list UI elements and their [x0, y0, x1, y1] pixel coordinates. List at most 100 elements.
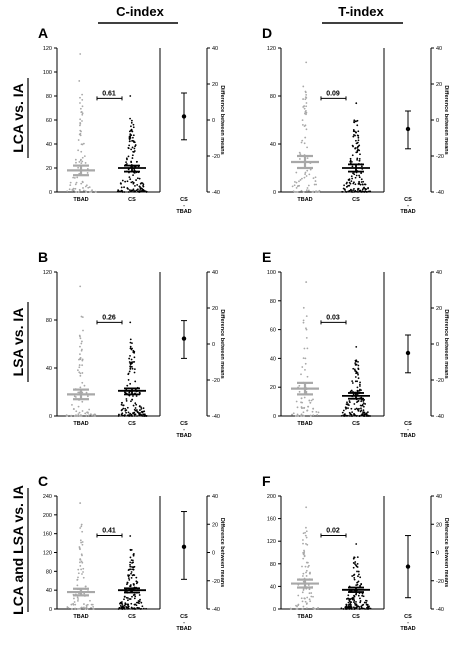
- data-point: [347, 605, 350, 607]
- data-point: [79, 415, 82, 417]
- data-point: [307, 405, 310, 408]
- data-point: [120, 189, 123, 192]
- data-point: [139, 182, 142, 185]
- data-point: [363, 601, 366, 604]
- data-point: [133, 169, 136, 172]
- difference-category-label: -: [407, 620, 409, 626]
- data-point: [135, 576, 138, 579]
- data-point: [81, 358, 84, 361]
- data-point: [77, 572, 80, 575]
- data-point: [79, 527, 82, 529]
- data-point: [130, 128, 133, 131]
- data-point: [135, 580, 138, 583]
- data-point: [362, 595, 365, 598]
- data-point: [300, 373, 302, 376]
- data-point: [83, 603, 85, 605]
- data-point: [355, 345, 358, 348]
- data-point: [121, 179, 124, 182]
- data-point: [302, 411, 305, 414]
- data-point: [78, 371, 81, 374]
- data-point: [304, 98, 307, 101]
- y-tick-label: 120: [43, 46, 52, 52]
- data-point: [358, 159, 361, 162]
- y2-tick-label: 0: [212, 551, 215, 557]
- data-point: [350, 604, 352, 606]
- y-tick-label: 0: [273, 607, 276, 613]
- data-point: [126, 581, 129, 584]
- data-point: [360, 607, 363, 610]
- y2-tick-label: 20: [212, 522, 218, 528]
- data-point: [131, 367, 134, 370]
- data-point: [124, 603, 127, 606]
- data-point: [302, 319, 305, 322]
- data-point: [91, 189, 93, 192]
- data-point: [348, 600, 351, 603]
- data-point: [315, 183, 318, 186]
- data-point: [302, 605, 305, 608]
- data-point: [88, 408, 91, 411]
- data-point: [357, 575, 359, 578]
- data-point: [133, 415, 136, 417]
- data-point: [87, 414, 90, 417]
- data-point: [129, 338, 132, 341]
- data-point: [128, 361, 131, 363]
- data-point: [356, 386, 359, 389]
- data-point: [137, 601, 140, 604]
- difference-point: [181, 544, 187, 550]
- difference-category-label: -: [407, 203, 409, 209]
- data-point: [357, 148, 359, 151]
- panel-C: C 0 40 80 120 160 200 240 -40 -20 0 20 40 Difference …: [38, 473, 225, 632]
- data-point: [79, 502, 82, 504]
- data-point: [65, 414, 68, 417]
- data-point: [357, 373, 359, 376]
- row-label-2-text: LSA vs. IA: [10, 308, 26, 377]
- data-point: [342, 608, 345, 610]
- data-point: [294, 415, 297, 417]
- data-point: [354, 561, 357, 563]
- p-value-label: 0.41: [102, 528, 116, 535]
- data-point: [81, 543, 84, 546]
- data-point: [123, 191, 126, 193]
- data-point: [126, 180, 129, 183]
- data-point: [347, 594, 350, 597]
- data-point: [134, 380, 137, 383]
- data-point: [140, 406, 143, 409]
- data-point: [128, 370, 131, 373]
- data-point: [358, 157, 361, 160]
- data-point: [119, 605, 122, 607]
- data-point: [130, 148, 133, 151]
- data-point: [124, 602, 127, 605]
- data-point: [81, 160, 84, 163]
- data-point: [127, 607, 130, 610]
- data-point: [77, 166, 80, 169]
- data-point: [82, 187, 84, 189]
- series-cs-points: [340, 345, 372, 417]
- data-point: [133, 371, 136, 374]
- data-point: [308, 598, 311, 601]
- data-point: [359, 585, 361, 587]
- data-point: [298, 158, 301, 160]
- data-point: [302, 85, 305, 88]
- data-point: [77, 599, 79, 602]
- data-point: [130, 559, 133, 562]
- data-point: [124, 414, 126, 416]
- y-tick-label: 80: [46, 94, 52, 100]
- difference-category-label: -: [183, 203, 185, 209]
- data-point: [130, 548, 133, 551]
- y-tick-label: 120: [267, 46, 276, 52]
- data-point: [138, 177, 141, 180]
- data-point: [133, 368, 136, 371]
- data-point: [90, 190, 93, 193]
- data-point: [365, 190, 368, 193]
- data-point: [309, 401, 312, 404]
- data-point: [368, 605, 370, 608]
- data-point: [82, 576, 85, 579]
- data-point: [127, 575, 130, 578]
- data-point: [138, 414, 141, 417]
- data-point: [116, 190, 119, 193]
- y2-tick-label: 0: [212, 342, 215, 348]
- series-tbad-points: [289, 506, 319, 610]
- data-point: [366, 603, 369, 606]
- data-point: [128, 598, 131, 600]
- data-point: [132, 361, 134, 363]
